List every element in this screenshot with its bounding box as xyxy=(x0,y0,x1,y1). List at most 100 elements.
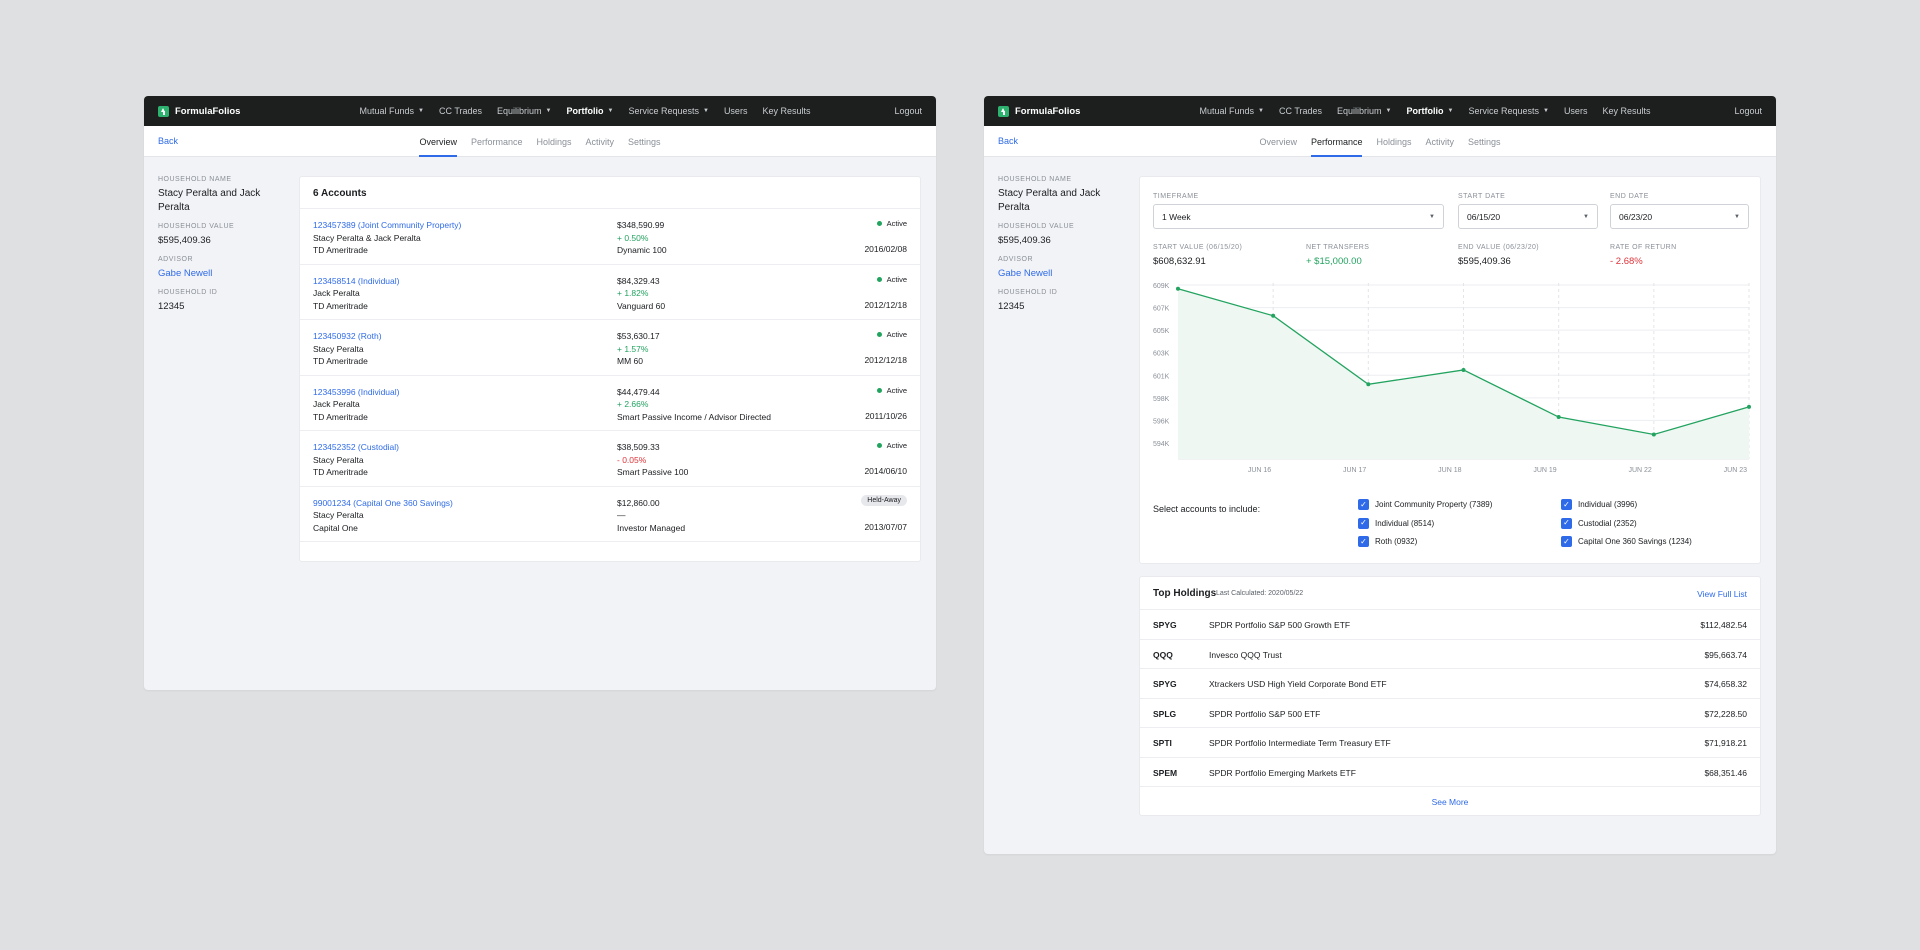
nav-item-label: Equilibrium xyxy=(497,106,542,116)
account-name-link[interactable]: 123457389 (Joint Community Property) xyxy=(313,220,462,230)
holding-row[interactable]: QQQ Invesco QQQ Trust $95,663.74 xyxy=(1140,640,1760,669)
y-tick-label: 607K xyxy=(1153,306,1170,313)
account-name-link[interactable]: 123452352 (Custodial) xyxy=(313,442,400,452)
nav-item-portfolio[interactable]: Portfolio ▼ xyxy=(1406,106,1453,116)
tab-performance[interactable]: Performance xyxy=(470,136,523,147)
tab-overview[interactable]: Overview xyxy=(419,126,457,157)
include-checkbox[interactable]: ✓ Roth (0932) xyxy=(1358,536,1417,547)
accounts-title: 6 Accounts xyxy=(300,177,920,209)
account-date: 2012/12/18 xyxy=(864,299,907,310)
household-name: Stacy Peralta and Jack Peralta xyxy=(158,188,261,213)
nav-item-service-requests[interactable]: Service Requests ▼ xyxy=(1468,106,1549,116)
account-model: MM 60 xyxy=(617,356,643,366)
view-full-list-link[interactable]: View Full List xyxy=(1697,589,1747,599)
account-date: 2014/06/10 xyxy=(864,466,907,476)
holdings-header: Top Holdings Last Calculated: 2020/05/22… xyxy=(1140,577,1760,610)
nav-item-cc-trades[interactable]: CC Trades xyxy=(439,106,482,116)
timeframe-label: TIMEFRAME xyxy=(1153,193,1199,200)
holding-row[interactable]: SPEM SPDR Portfolio Emerging Markets ETF $… xyxy=(1140,758,1760,787)
account-owner: Stacy Peralta xyxy=(313,510,364,520)
account-owner: Stacy Peralta xyxy=(313,343,364,354)
include-checkbox[interactable]: ✓ Capital One 360 Savings (1234) xyxy=(1561,536,1692,547)
end-value-label: END VALUE (06/23/20) xyxy=(1458,244,1540,251)
include-checkbox[interactable]: ✓ Joint Community Property (7389) xyxy=(1358,499,1492,510)
include-checkbox[interactable]: ✓ Individual (8514) xyxy=(1358,517,1434,529)
tab-activity[interactable]: Activity xyxy=(1425,136,1455,147)
nav-item-equilibrium[interactable]: Equilibrium ▼ xyxy=(1337,106,1391,116)
nav-item-cc-trades[interactable]: CC Trades xyxy=(1279,106,1322,116)
account-custodian: TD Ameritrade xyxy=(313,411,368,422)
page-tabs: Overview Performance Holdings Activity Setti… xyxy=(144,126,936,157)
nav-item-key-results[interactable]: Key Results xyxy=(762,106,810,116)
logout-link[interactable]: Logout xyxy=(1734,106,1762,116)
see-more-link[interactable]: See More xyxy=(1431,797,1469,807)
status-label: Active xyxy=(886,274,907,284)
y-tick-label: 603K xyxy=(1153,351,1170,358)
nav-item-users[interactable]: Users xyxy=(724,106,748,116)
rate-of-return-label: RATE OF RETURN xyxy=(1610,244,1677,251)
tab-settings[interactable]: Settings xyxy=(628,136,661,147)
nav-item-label: Key Results xyxy=(762,106,811,116)
account-name-link[interactable]: 123450932 (Roth) xyxy=(313,331,382,341)
start-date-select[interactable]: 06/15/20 ▼ xyxy=(1458,204,1598,229)
account-owner: Jack Peralta xyxy=(313,288,360,298)
nav-item-label: Service Requests xyxy=(628,106,699,116)
account-change: — xyxy=(617,510,626,520)
account-values: $38,509.33 - 0.05% Smart Passive 100 xyxy=(617,441,688,479)
start-value-label: START VALUE (06/15/20) xyxy=(1153,244,1243,251)
status-label: Active xyxy=(886,219,907,228)
start-date-label: START DATE xyxy=(1458,193,1506,200)
nav-item-mutual-funds[interactable]: Mutual Funds ▼ xyxy=(1200,106,1264,116)
advisor-link[interactable]: Gabe Newell xyxy=(158,268,213,279)
y-tick-label: 601K xyxy=(1153,373,1170,380)
end-date-select[interactable]: 06/23/20 ▼ xyxy=(1610,204,1749,229)
account-change: - 0.05% xyxy=(617,454,647,465)
brand[interactable]: FormulaFolios xyxy=(158,105,308,117)
account-name-link[interactable]: 123453996 (Individual) xyxy=(313,386,400,397)
nav-item-mutual-funds[interactable]: Mutual Funds ▼ xyxy=(360,106,424,116)
household-name-label: HOUSEHOLD NAME xyxy=(998,176,1072,183)
include-checkbox-label: Individual (3996) xyxy=(1578,500,1638,509)
include-checkbox[interactable]: ✓ Custodial (2352) xyxy=(1561,517,1637,529)
holding-row[interactable]: SPLG SPDR Portfolio S&P 500 ETF $72,228.50 xyxy=(1140,699,1760,728)
account-values: $84,329.43 + 1.82% Vanguard 60 xyxy=(617,275,665,313)
holding-name: Xtrackers USD High Yield Corporate Bond … xyxy=(1209,679,1387,689)
chevron-down-icon: ▼ xyxy=(607,108,614,114)
timeframe-select[interactable]: 1 Week ▼ xyxy=(1153,204,1444,229)
nav-item-portfolio[interactable]: Portfolio ▼ xyxy=(566,106,613,116)
net-transfers-label: NET TRANSFERS xyxy=(1306,244,1370,251)
status-dot-icon xyxy=(876,332,882,337)
tab-activity[interactable]: Activity xyxy=(585,136,615,147)
back-link[interactable]: Back xyxy=(998,136,1019,146)
status-badge: Active xyxy=(876,441,907,450)
status-label: Active xyxy=(886,441,907,450)
nav-item-service-requests[interactable]: Service Requests ▼ xyxy=(628,106,709,116)
account-model: Vanguard 60 xyxy=(617,300,666,311)
tab-holdings[interactable]: Holdings xyxy=(1376,136,1412,147)
formulafolios-logo-icon xyxy=(158,105,169,117)
nav-item-equilibrium[interactable]: Equilibrium ▼ xyxy=(497,106,551,116)
household-id: 12345 xyxy=(158,301,185,312)
back-link[interactable]: Back xyxy=(158,136,179,146)
logout-link[interactable]: Logout xyxy=(894,106,922,116)
brand[interactable]: FormulaFolios xyxy=(998,105,1148,117)
tab-overview[interactable]: Overview xyxy=(1259,136,1297,147)
nav-item-users[interactable]: Users xyxy=(1564,106,1588,116)
holding-row[interactable]: SPYG Xtrackers USD High Yield Corporate B… xyxy=(1140,669,1760,699)
nav-item-key-results[interactable]: Key Results xyxy=(1602,106,1650,116)
data-point xyxy=(1271,313,1276,318)
tab-holdings[interactable]: Holdings xyxy=(536,136,572,147)
holding-row[interactable]: SPYG SPDR Portfolio S&P 500 Growth ETF $11… xyxy=(1140,610,1760,640)
tab-performance[interactable]: Performance xyxy=(1310,126,1363,157)
holding-row[interactable]: SPTI SPDR Portfolio Intermediate Term Tre… xyxy=(1140,728,1760,758)
account-model: Smart Passive 100 xyxy=(617,467,689,477)
account-name-link[interactable]: 123458514 (Individual) xyxy=(313,275,400,286)
account-row: 123458514 (Individual) Jack Peralta TD Ame… xyxy=(300,265,920,320)
advisor-link[interactable]: Gabe Newell xyxy=(998,268,1053,279)
include-checkbox[interactable]: ✓ Individual (3996) xyxy=(1561,499,1637,510)
account-name-link[interactable]: 99001234 (Capital One 360 Savings) xyxy=(313,497,453,508)
holding-name: SPDR Portfolio S&P 500 Growth ETF xyxy=(1209,620,1351,630)
nav-item-label: Equilibrium xyxy=(1337,106,1382,116)
tab-settings[interactable]: Settings xyxy=(1468,136,1501,147)
status-dot-icon xyxy=(876,276,882,282)
